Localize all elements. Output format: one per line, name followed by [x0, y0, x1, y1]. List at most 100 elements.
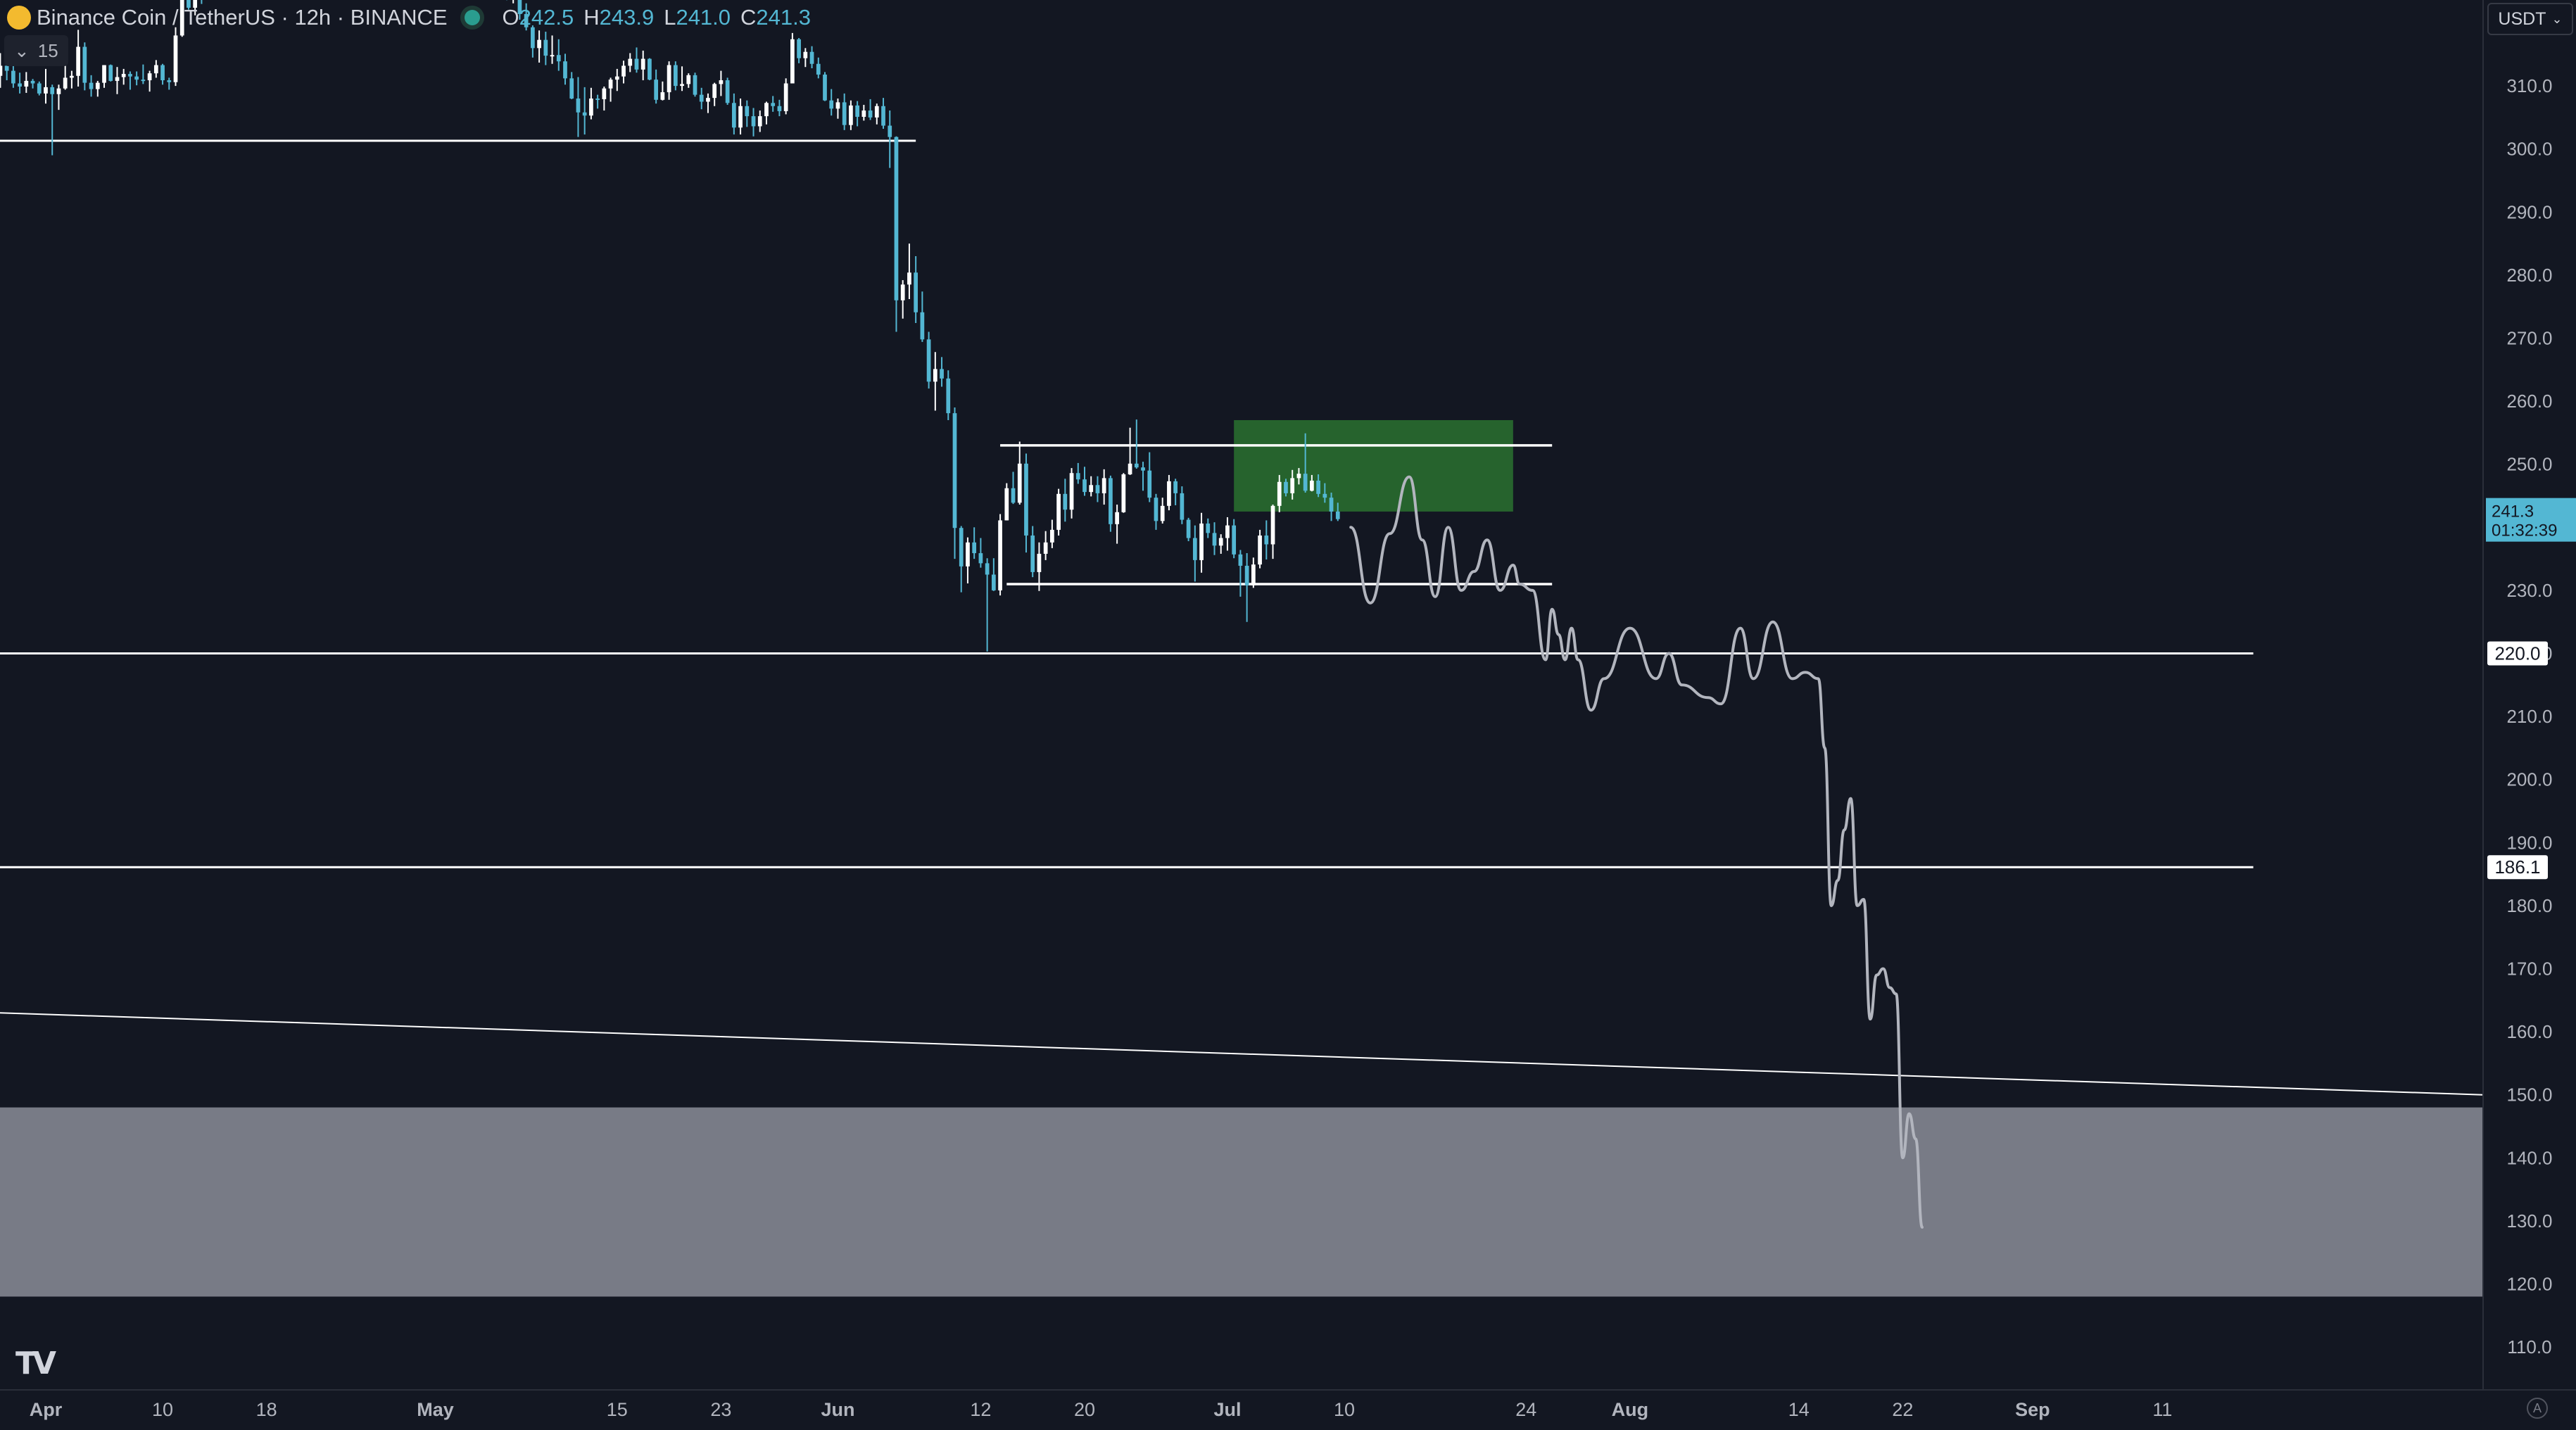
- candle-body: [1225, 525, 1230, 538]
- candle-body: [855, 105, 859, 118]
- candle-body: [861, 110, 866, 118]
- auto-scale-button[interactable]: A: [2527, 1398, 2548, 1419]
- candle-body: [1310, 480, 1314, 491]
- candle-body: [37, 83, 42, 94]
- time-tick-label: 10: [152, 1399, 173, 1420]
- candle-body: [803, 51, 808, 58]
- currency-selector[interactable]: USDT ⌄: [2487, 3, 2573, 35]
- candle-body: [686, 75, 691, 84]
- market-status-icon[interactable]: [464, 10, 480, 25]
- time-tick-label: Jun: [821, 1399, 854, 1420]
- time-tick-label: 23: [710, 1399, 731, 1420]
- candle-body: [76, 46, 80, 76]
- candle-body: [1101, 478, 1106, 493]
- candle-body: [952, 413, 957, 529]
- tradingview-logo-icon[interactable]: TV: [15, 1346, 56, 1381]
- candle-body: [56, 88, 61, 94]
- candle-body: [816, 63, 821, 75]
- projected-price-path: [1349, 475, 1924, 1229]
- candle-body: [1115, 512, 1119, 524]
- price-tick-label: 150.0: [2506, 1084, 2552, 1106]
- time-tick-label: 15: [607, 1399, 628, 1420]
- candle-body: [1121, 474, 1126, 512]
- candle-body: [167, 80, 172, 82]
- candle-body: [829, 100, 834, 109]
- candle-body: [4, 65, 9, 71]
- candle-body: [959, 528, 964, 567]
- candle-body: [121, 74, 126, 77]
- candle-body: [1147, 470, 1152, 498]
- candle-body: [985, 563, 990, 575]
- candle-body: [1037, 553, 1042, 572]
- candle-body: [95, 82, 100, 89]
- ohlc-close-value: 241.3: [756, 5, 811, 30]
- candle-body: [1154, 498, 1158, 521]
- candle-body: [614, 76, 619, 80]
- candle-body: [563, 61, 567, 79]
- candle-body: [1270, 505, 1275, 545]
- candle-body: [933, 369, 937, 382]
- candle-body: [1004, 488, 1009, 521]
- candle-body: [44, 87, 48, 94]
- candle-body: [1075, 473, 1080, 480]
- candle-body: [914, 272, 918, 312]
- candle-body: [1218, 538, 1223, 546]
- candle-body: [147, 73, 152, 81]
- candle-body: [900, 284, 905, 300]
- candle-body: [531, 27, 535, 49]
- candle-body: [1238, 554, 1243, 566]
- candle-body: [1141, 467, 1145, 471]
- candle-body: [648, 58, 652, 80]
- candle-body: [1284, 481, 1288, 493]
- candle-body: [725, 80, 730, 103]
- candle-body: [693, 75, 697, 95]
- candle-body: [1082, 479, 1087, 493]
- candle-body: [745, 106, 750, 117]
- price-tick-label: 180.0: [2506, 895, 2552, 916]
- candle-body: [660, 92, 665, 100]
- candle-body: [809, 51, 814, 64]
- last-price-badge: [2486, 498, 2576, 542]
- time-tick-label: 11: [2152, 1399, 2172, 1420]
- candle-body: [907, 272, 911, 285]
- price-tick-label: 200.0: [2506, 769, 2552, 790]
- price-axis-background: [2483, 0, 2576, 1430]
- symbol-legend: Binance Coin / TetherUS · 12h · BINANCE …: [0, 0, 811, 35]
- candle-body: [991, 574, 996, 590]
- candle-body: [1212, 533, 1217, 546]
- time-tick-label: Sep: [2015, 1399, 2050, 1420]
- time-tick-label: May: [417, 1399, 454, 1420]
- time-tick-label: 20: [1074, 1399, 1095, 1420]
- price-tick-label: 300.0: [2506, 139, 2552, 160]
- candle-body: [1232, 525, 1237, 555]
- candle-body: [1173, 481, 1178, 493]
- candle-body: [640, 58, 645, 70]
- candle-body: [24, 80, 29, 87]
- candle-body: [70, 75, 74, 78]
- bnb-coin-icon: [7, 6, 31, 30]
- candle-body: [608, 80, 613, 89]
- candle-body: [1095, 485, 1100, 493]
- candle-body: [757, 116, 762, 127]
- candle-body: [1277, 481, 1282, 506]
- candle-body: [978, 553, 983, 564]
- candle-body: [187, 0, 191, 8]
- price-tick-label: 210.0: [2506, 706, 2552, 727]
- candle-body: [179, 0, 184, 36]
- candle-body: [881, 106, 885, 126]
- interval-count: 15: [37, 39, 58, 61]
- candle-body: [589, 99, 593, 116]
- candle-body: [517, 0, 522, 14]
- interval-toggle[interactable]: ⌄ 15: [4, 35, 68, 66]
- price-tick-label: 120.0: [2506, 1274, 2552, 1295]
- price-tick-label: 170.0: [2506, 958, 2552, 980]
- candle-body: [1199, 523, 1204, 560]
- candle-body: [1264, 535, 1269, 545]
- candle-body: [888, 125, 892, 137]
- candle-body: [1160, 505, 1165, 521]
- candle-body: [654, 80, 659, 100]
- candle-body: [1303, 474, 1308, 491]
- symbol-title[interactable]: Binance Coin / TetherUS · 12h · BINANCE: [37, 5, 448, 30]
- chevron-down-icon: ⌄: [14, 39, 30, 61]
